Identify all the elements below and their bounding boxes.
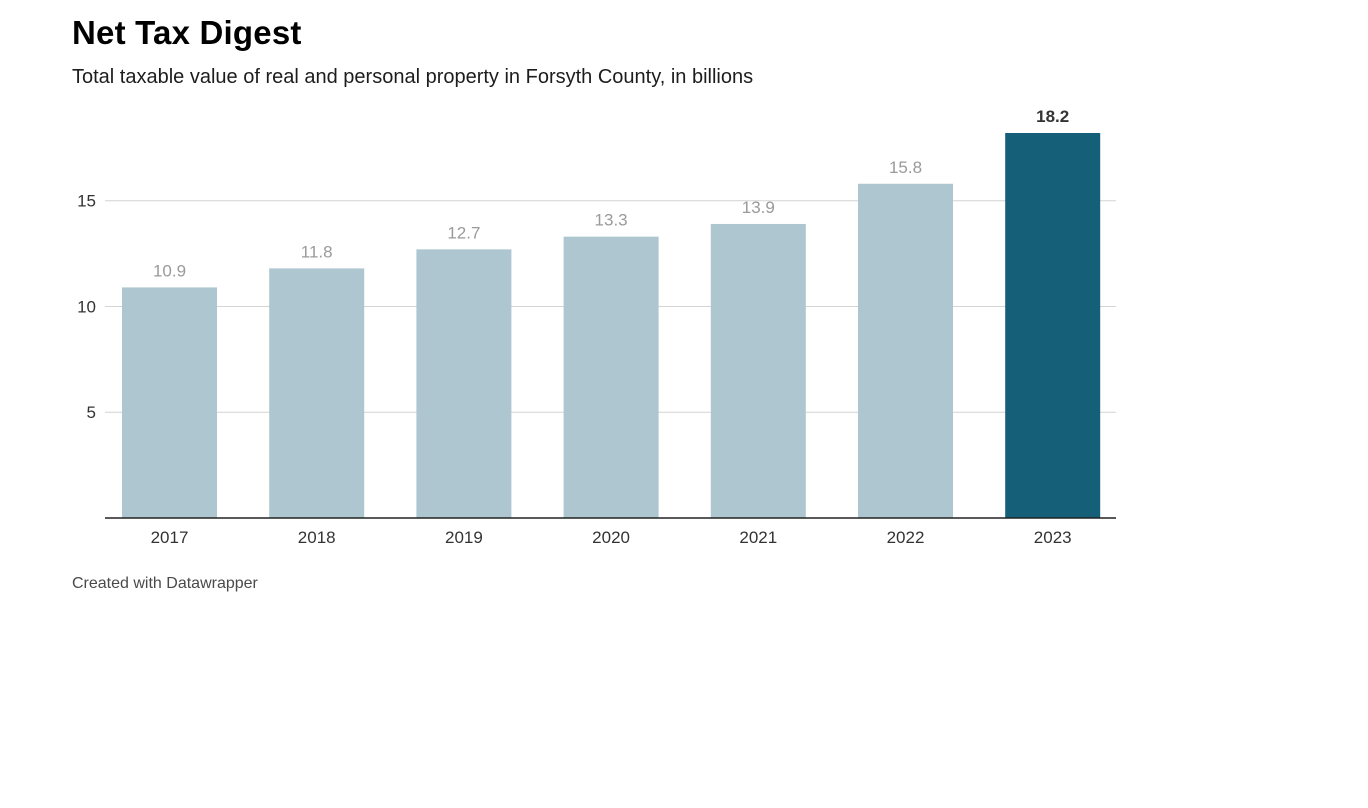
credit-footer: Created with Datawrapper <box>72 575 258 592</box>
value-label-2018: 11.8 <box>301 242 333 261</box>
value-label-2023: 18.2 <box>1036 107 1069 126</box>
x-tick-label-2019: 2019 <box>445 528 483 547</box>
value-label-2022: 15.8 <box>889 158 922 177</box>
x-tick-label-2017: 2017 <box>151 528 189 547</box>
x-tick-label-2023: 2023 <box>1034 528 1072 547</box>
value-labels: 10.9 11.8 12.7 13.3 13.9 15.8 18.2 <box>153 107 1069 280</box>
bars <box>122 133 1101 518</box>
x-tick-label-2018: 2018 <box>298 528 336 547</box>
bar-2023 <box>1005 133 1101 518</box>
x-tick-label-2021: 2021 <box>739 528 777 547</box>
x-tick-label-2022: 2022 <box>887 528 925 547</box>
chart-subtitle: Total taxable value of real and personal… <box>72 66 754 88</box>
x-axis-ticks: 2017 2018 2019 2020 2021 2022 2023 <box>151 528 1072 547</box>
bar-2019 <box>416 249 512 518</box>
y-tick-label: 15 <box>77 192 96 211</box>
bar-2017 <box>122 287 217 518</box>
bar-2022 <box>858 183 953 518</box>
value-label-2020: 13.3 <box>595 211 628 230</box>
bar-2021 <box>710 223 806 518</box>
value-label-2017: 10.9 <box>153 261 186 280</box>
x-tick-label-2020: 2020 <box>592 528 630 547</box>
y-tick-label: 10 <box>77 297 96 316</box>
value-label-2021: 13.9 <box>742 198 775 217</box>
y-tick-label: 5 <box>87 403 96 422</box>
bar-2018 <box>269 268 365 518</box>
chart-title: Net Tax Digest <box>72 14 302 51</box>
value-label-2019: 12.7 <box>447 223 480 242</box>
y-axis-ticks: 5 10 15 <box>77 192 96 423</box>
bar-2020 <box>563 236 659 518</box>
